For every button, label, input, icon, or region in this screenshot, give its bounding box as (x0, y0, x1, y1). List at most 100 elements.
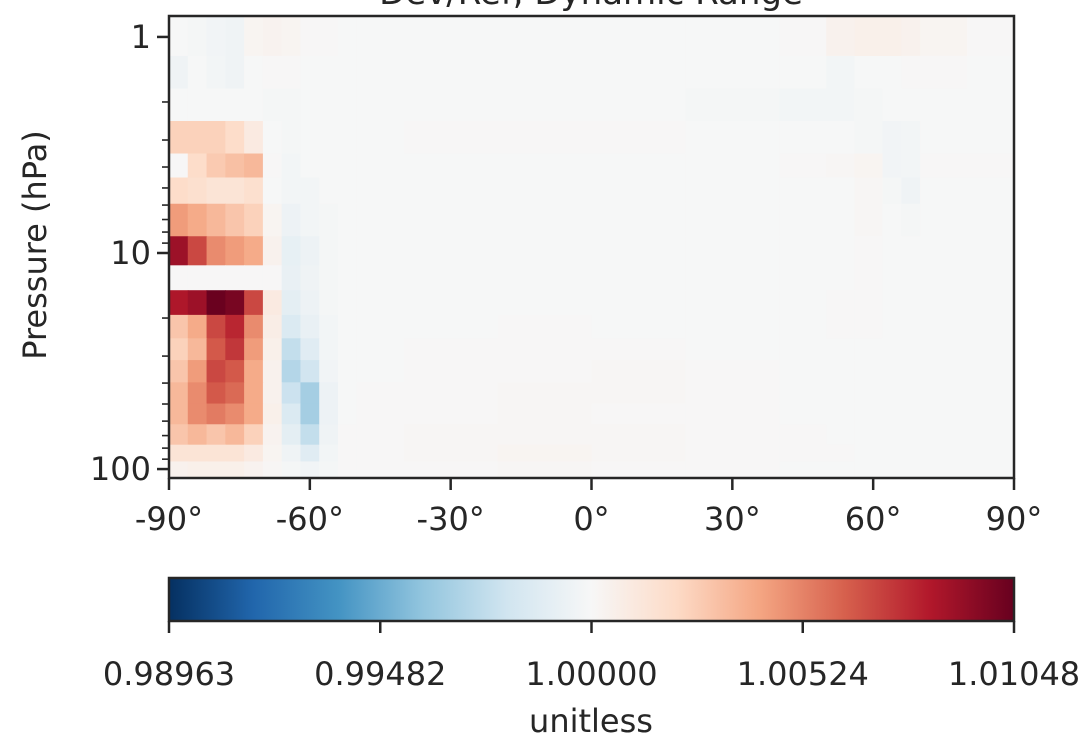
heatmap-cell (779, 461, 827, 478)
heatmap-cell (281, 360, 302, 383)
heatmap-cell (591, 338, 686, 361)
heatmap-cell (854, 16, 884, 57)
heatmap-cell (591, 360, 686, 383)
heatmap-cell (854, 177, 884, 205)
heatmap-cell (319, 382, 339, 405)
heatmap-cell (187, 403, 208, 425)
heatmap-cells (169, 16, 1014, 478)
heatmap-cell (262, 424, 283, 446)
heatmap-cell (497, 444, 593, 463)
heatmap-cell (262, 382, 283, 405)
heatmap-cell (403, 382, 499, 405)
heatmap-cell (356, 153, 405, 179)
heatmap-cell (967, 88, 1014, 122)
heatmap-cell (356, 55, 405, 90)
heatmap-cell (187, 121, 208, 155)
heatmap-cell (854, 236, 884, 266)
heatmap-cell (826, 382, 855, 405)
colorbar-ticks: 0.98963 0.99482 1.00000 1.00524 1.01048 (103, 621, 1080, 693)
heatmap-cell (206, 153, 226, 179)
heatmap-cell (901, 444, 921, 463)
heatmap-cell (319, 314, 339, 339)
heatmap-cell (685, 153, 780, 179)
heatmap-cell (281, 314, 302, 339)
heatmap-cell (497, 55, 593, 90)
heatmap-cell (901, 153, 921, 179)
heatmap-cell (338, 444, 358, 463)
heatmap-cell (244, 121, 264, 155)
heatmap-cell (262, 177, 283, 205)
heatmap-cell (225, 403, 245, 425)
heatmap-cell (225, 177, 245, 205)
heatmap-cell (497, 265, 593, 291)
heatmap-cell (281, 403, 302, 425)
heatmap-cell (300, 360, 320, 383)
heatmap-cell (826, 236, 855, 266)
heatmap-cell (901, 290, 921, 316)
heatmap-cell (187, 265, 208, 291)
heatmap-cell (967, 177, 1014, 205)
heatmap-cell (169, 88, 189, 122)
heatmap-cell (262, 121, 283, 155)
heatmap-cell (882, 290, 902, 316)
heatmap-cell (187, 461, 208, 478)
heatmap-cell (826, 403, 855, 425)
heatmap-cell (882, 461, 902, 478)
heatmap-cell (882, 424, 902, 446)
heatmap-cell (854, 203, 884, 237)
heatmap-cell (854, 290, 884, 316)
heatmap-cell (300, 290, 320, 316)
heatmap-cell (591, 16, 686, 57)
heatmap-cell (262, 338, 283, 361)
heatmap-cell (262, 88, 283, 122)
heatmap-cell (338, 203, 358, 237)
heatmap-cell (967, 153, 1014, 179)
heatmap-cell (300, 16, 320, 57)
heatmap-cell (206, 88, 226, 122)
heatmap-cell (262, 290, 283, 316)
heatmap-cell (854, 153, 884, 179)
heatmap-cell (225, 16, 245, 57)
heatmap-cell (854, 88, 884, 122)
heatmap-cell (854, 382, 884, 405)
heatmap-cell (497, 290, 593, 316)
heatmap-cell (300, 382, 320, 405)
heatmap-cell (281, 203, 302, 237)
heatmap-cell (920, 360, 968, 383)
heatmap-cell (779, 290, 827, 316)
heatmap-cell (591, 153, 686, 179)
heatmap-cell (882, 121, 902, 155)
heatmap-cell (169, 153, 189, 179)
heatmap-cell (319, 55, 339, 90)
heatmap-cell (901, 88, 921, 122)
heatmap-cell (338, 382, 358, 405)
heatmap-cell (300, 153, 320, 179)
heatmap-cell (685, 444, 780, 463)
heatmap-cell (262, 461, 283, 478)
heatmap-cell (338, 16, 358, 57)
heatmap-cell (225, 153, 245, 179)
heatmap-cell (319, 203, 339, 237)
heatmap-cell (967, 55, 1014, 90)
heatmap-cell (169, 203, 189, 237)
heatmap-cell (262, 403, 283, 425)
heatmap-cell (225, 265, 245, 291)
heatmap-cell (169, 236, 189, 266)
heatmap-cell (882, 153, 902, 179)
heatmap-cell (403, 88, 499, 122)
heatmap-cell (854, 55, 884, 90)
heatmap-cell (403, 290, 499, 316)
heatmap-cell (779, 265, 827, 291)
heatmap-cell (206, 382, 226, 405)
heatmap-cell (169, 338, 189, 361)
heatmap-cell (967, 290, 1014, 316)
heatmap-cell (403, 265, 499, 291)
heatmap-cell (779, 314, 827, 339)
heatmap-cell (262, 16, 283, 57)
heatmap-cell (882, 338, 902, 361)
heatmap-cell (225, 338, 245, 361)
heatmap-cell (403, 360, 499, 383)
heatmap-cell (967, 265, 1014, 291)
heatmap-cell (854, 461, 884, 478)
heatmap-cell (403, 424, 499, 446)
